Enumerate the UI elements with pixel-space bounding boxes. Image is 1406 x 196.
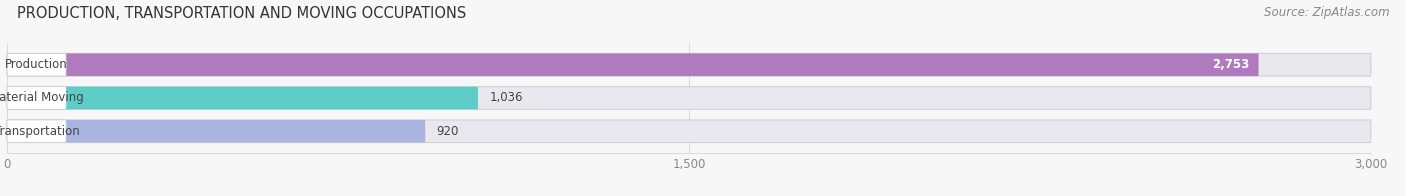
- FancyBboxPatch shape: [7, 54, 1258, 76]
- FancyBboxPatch shape: [7, 87, 478, 109]
- FancyBboxPatch shape: [7, 87, 1371, 109]
- FancyBboxPatch shape: [7, 54, 1371, 76]
- Text: 2,753: 2,753: [1212, 58, 1250, 71]
- Text: Source: ZipAtlas.com: Source: ZipAtlas.com: [1264, 6, 1389, 19]
- FancyBboxPatch shape: [7, 120, 66, 142]
- FancyBboxPatch shape: [7, 120, 1371, 142]
- Text: PRODUCTION, TRANSPORTATION AND MOVING OCCUPATIONS: PRODUCTION, TRANSPORTATION AND MOVING OC…: [17, 6, 467, 21]
- Text: Production: Production: [6, 58, 67, 71]
- Text: Transportation: Transportation: [0, 125, 80, 138]
- FancyBboxPatch shape: [7, 120, 425, 142]
- Text: 920: 920: [437, 125, 458, 138]
- Text: 1,036: 1,036: [489, 92, 523, 104]
- Text: Material Moving: Material Moving: [0, 92, 84, 104]
- FancyBboxPatch shape: [7, 87, 66, 109]
- FancyBboxPatch shape: [7, 54, 66, 76]
